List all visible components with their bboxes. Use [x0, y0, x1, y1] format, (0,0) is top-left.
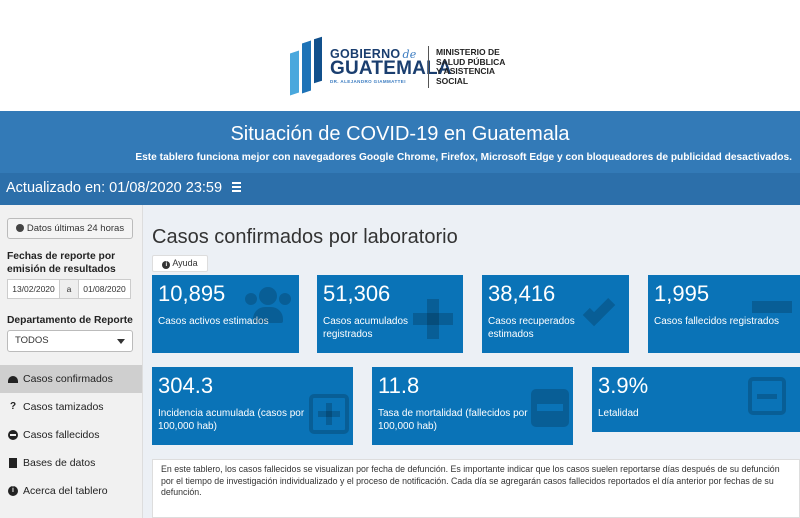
file-icon: [9, 458, 17, 468]
report-dates-label: Fechas de reporte por emisión de resulta…: [7, 251, 116, 275]
plus-icon: [413, 299, 453, 339]
browser-notice: Este tablero funciona mejor con navegado…: [135, 152, 792, 163]
info-icon: i: [162, 261, 171, 269]
card-label: Casos acumulados registrados: [323, 316, 409, 340]
help-button[interactable]: i Ayuda: [152, 255, 208, 272]
card-incidencia: 304.3 Incidencia acumulada (casos por 10…: [152, 367, 353, 445]
card-value: 51,306: [323, 281, 391, 306]
department-label: Departamento de Reporte: [7, 315, 133, 326]
minus-square-outline-icon: [748, 377, 786, 415]
section-title: Casos confirmados por laboratorio: [152, 226, 458, 248]
sidebar: Datos últimas 24 horas Fechas de reporte…: [0, 205, 143, 518]
sidebar-item-acerca[interactable]: i Acerca del tablero: [0, 477, 142, 505]
sidebar-item-casos-confirmados[interactable]: Casos confirmados: [0, 365, 142, 393]
card-value: 3.9%: [598, 373, 649, 398]
card-value: 10,895: [158, 281, 226, 306]
clock-icon: [15, 224, 24, 232]
chevron-down-icon: [117, 339, 125, 344]
logo-divider: [428, 46, 429, 88]
card-casos-acumulados: 51,306 Casos acumulados registrados: [317, 275, 463, 353]
date-range-separator: a: [60, 279, 78, 299]
title-banner: Situación de COVID-19 en Guatemala Este …: [0, 111, 800, 173]
card-label: Casos fallecidos registrados: [654, 316, 780, 327]
date-start-input[interactable]: 13/02/2020: [7, 279, 60, 299]
last-24-hours-button[interactable]: Datos últimas 24 horas: [7, 218, 133, 239]
card-label: Tasa de mortalidad (fallecidos por 100,0…: [378, 408, 528, 432]
logo-gobierno-text: GOBIERNO de: [330, 47, 417, 61]
updated-timestamp: Actualizado en: 01/08/2020 23:59: [6, 180, 223, 196]
sidebar-item-casos-tamizados[interactable]: ? Casos tamizados: [9, 401, 104, 413]
government-logo: GOBIERNO de GUATEMALA DR. ALEJANDRO GIAMM…: [290, 36, 522, 98]
card-label: Letalidad: [598, 408, 639, 419]
card-tasa-mortalidad: 11.8 Tasa de mortalidad (fallecidos por …: [372, 367, 573, 445]
logo-subline: DR. ALEJANDRO GIAMMATTEI: [330, 79, 406, 84]
page-title: Situación de COVID-19 en Guatemala: [230, 123, 570, 145]
card-label: Casos activos estimados: [158, 316, 269, 327]
minus-icon: [752, 301, 792, 313]
sidebar-item-casos-fallecidos[interactable]: Casos fallecidos: [0, 421, 142, 449]
hamburger-icon[interactable]: [232, 182, 242, 193]
card-casos-recuperados: 38,416 Casos recuperados estimados: [482, 275, 629, 353]
date-end-input[interactable]: 01/08/2020: [78, 279, 131, 299]
card-casos-fallecidos: 1,995 Casos fallecidos registrados: [648, 275, 800, 353]
ministerio-text: MINISTERIO DE SALUD PÚBLICA Y ASISTENCIA…: [436, 47, 506, 86]
plus-square-icon: [309, 394, 349, 434]
card-label: Incidencia acumulada (casos por 100,000 …: [158, 408, 305, 432]
logo-bars-icon: [290, 36, 324, 96]
question-icon: ?: [9, 401, 17, 412]
card-value: 38,416: [488, 281, 556, 306]
card-value: 304.3: [158, 373, 214, 398]
sidebar-item-bases-de-datos[interactable]: Bases de datos: [0, 449, 142, 477]
card-value: 11.8: [378, 373, 420, 398]
card-letalidad: 3.9% Letalidad: [592, 367, 800, 432]
logo-guatemala-text: GUATEMALA: [330, 58, 452, 79]
gauge-icon: [8, 376, 18, 383]
info-icon: i: [8, 486, 18, 496]
users-icon: [245, 287, 293, 327]
navbar: Actualizado en: 01/08/2020 23:59: [0, 173, 800, 205]
top-header: GOBIERNO de GUATEMALA DR. ALEJANDRO GIAMM…: [0, 0, 800, 111]
card-label: Casos recuperados estimados: [488, 316, 575, 340]
minus-circle-icon: [8, 430, 18, 440]
department-select[interactable]: TODOS: [7, 330, 133, 352]
card-casos-activos: 10,895 Casos activos estimados: [152, 275, 299, 353]
deaths-note: En este tablero, los casos fallecidos se…: [152, 459, 800, 518]
check-icon: [582, 293, 621, 331]
sidebar-menu: Casos confirmados ? Casos tamizados Caso…: [0, 365, 142, 505]
card-value: 1,995: [654, 281, 710, 306]
minus-square-icon: [531, 389, 569, 427]
